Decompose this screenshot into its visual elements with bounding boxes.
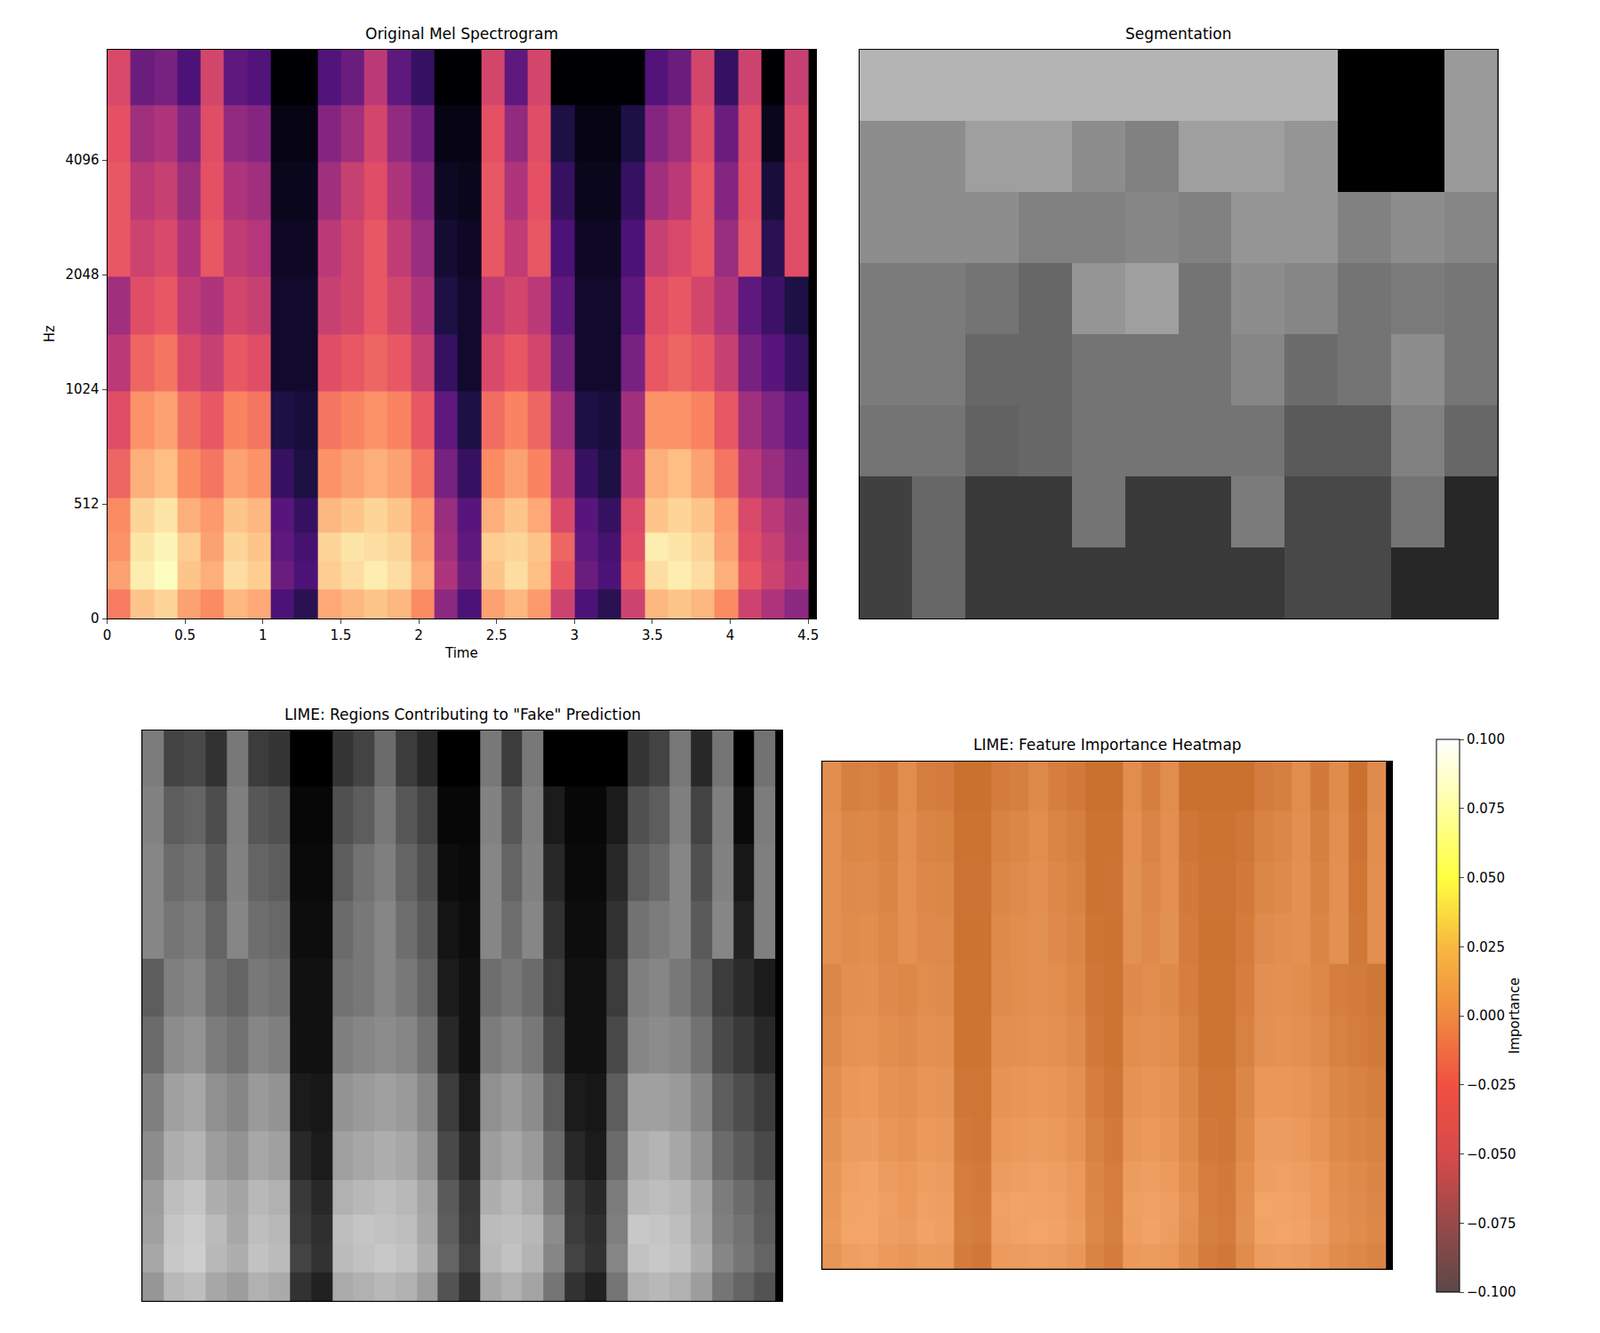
svg-text:2: 2 (414, 627, 424, 644)
svg-text:0: 0 (90, 610, 100, 627)
svg-text:0.050: 0.050 (1466, 870, 1505, 887)
svg-text:0.100: 0.100 (1466, 731, 1505, 748)
svg-text:1.5: 1.5 (330, 627, 352, 644)
svg-text:3: 3 (570, 627, 580, 644)
svg-text:0.075: 0.075 (1466, 800, 1505, 817)
svg-text:2.5: 2.5 (486, 627, 508, 644)
svg-text:Time: Time (444, 645, 479, 662)
svg-text:3.5: 3.5 (641, 627, 664, 644)
svg-text:−0.025: −0.025 (1466, 1077, 1517, 1094)
svg-text:4096: 4096 (64, 152, 99, 168)
svg-text:0.025: 0.025 (1466, 939, 1505, 956)
svg-text:LIME: Feature Importance Heatm: LIME: Feature Importance Heatmap (973, 736, 1242, 754)
svg-text:4: 4 (726, 627, 736, 644)
svg-text:Segmentation: Segmentation (1125, 24, 1232, 43)
svg-text:2048: 2048 (64, 266, 99, 283)
svg-text:Importance: Importance (1506, 977, 1523, 1055)
svg-text:Original Mel Spectrogram: Original Mel Spectrogram (365, 24, 559, 43)
svg-text:1024: 1024 (64, 381, 99, 398)
svg-text:−0.050: −0.050 (1466, 1146, 1517, 1163)
svg-text:0.5: 0.5 (174, 627, 196, 644)
svg-text:0.000: 0.000 (1466, 1008, 1505, 1024)
svg-text:−0.075: −0.075 (1466, 1216, 1517, 1232)
svg-text:4.5: 4.5 (797, 627, 819, 644)
svg-text:1: 1 (258, 627, 268, 644)
svg-text:0: 0 (103, 627, 112, 644)
svg-text:Hz: Hz (41, 325, 58, 343)
svg-text:LIME: Regions Contributing to: LIME: Regions Contributing to "Fake" Pre… (284, 705, 641, 724)
svg-text:−0.100: −0.100 (1466, 1284, 1517, 1301)
svg-text:512: 512 (73, 496, 100, 512)
